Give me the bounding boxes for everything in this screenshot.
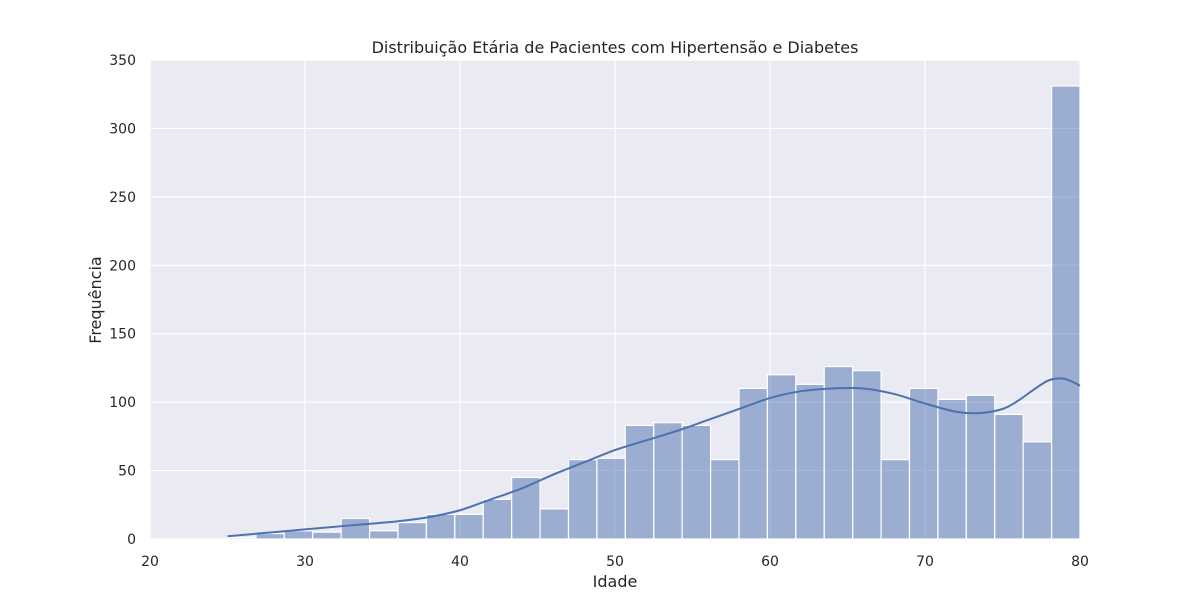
x-tick-label: 50 (606, 554, 624, 570)
histogram-bar (567, 459, 598, 540)
histogram-bar (226, 537, 257, 540)
histogram-bar (965, 394, 996, 540)
histogram-bar (340, 517, 371, 540)
y-tick-label: 150 (109, 327, 136, 343)
histogram-bar (425, 513, 456, 540)
x-axis-title: Idade (593, 572, 638, 591)
histogram-bar (1050, 85, 1081, 540)
histogram-bar (681, 424, 712, 540)
histogram-bar (880, 459, 911, 540)
y-tick-label: 350 (109, 53, 136, 69)
histogram-bar (596, 457, 626, 540)
y-axis-title: Frequência (86, 256, 105, 343)
chart-title: Distribuição Etária de Pacientes com Hip… (372, 38, 859, 57)
y-tick-labels: 0 50 100 150 200 250 300 350 (109, 53, 136, 548)
histogram-bar (852, 370, 882, 540)
histogram-bar (766, 374, 797, 540)
x-tick-label: 60 (761, 554, 779, 570)
histogram-bar (397, 521, 428, 540)
histogram-bar (482, 498, 513, 540)
y-tick-label: 100 (109, 395, 136, 411)
y-tick-label: 200 (109, 258, 136, 274)
histogram-bar (653, 422, 683, 540)
y-tick-label: 50 (118, 464, 136, 480)
histogram-bar (1022, 441, 1053, 540)
histogram-bars (226, 85, 1081, 540)
histogram-bar (738, 387, 769, 540)
y-tick-label: 0 (127, 532, 136, 548)
histogram-bar (368, 530, 399, 540)
x-tick-label: 70 (916, 554, 934, 570)
x-tick-labels: 20 30 40 50 60 70 80 (141, 554, 1089, 570)
x-tick-label: 20 (141, 554, 159, 570)
histogram-bar (823, 365, 854, 540)
histogram-bar (908, 387, 939, 540)
histogram-bar (454, 513, 484, 540)
histogram-bar (994, 413, 1024, 540)
y-tick-label: 300 (109, 121, 136, 137)
x-tick-label: 80 (1071, 554, 1089, 570)
histogram-bar (539, 508, 570, 540)
x-tick-label: 30 (296, 554, 314, 570)
histogram-bar (283, 530, 314, 540)
histogram-bar (709, 459, 740, 540)
x-tick-label: 40 (451, 554, 469, 570)
kde-curve (227, 377, 1081, 538)
y-tick-label: 250 (109, 190, 136, 206)
histogram-bar (312, 531, 342, 540)
histogram-bar (795, 383, 825, 540)
histogram-bar (937, 398, 967, 540)
